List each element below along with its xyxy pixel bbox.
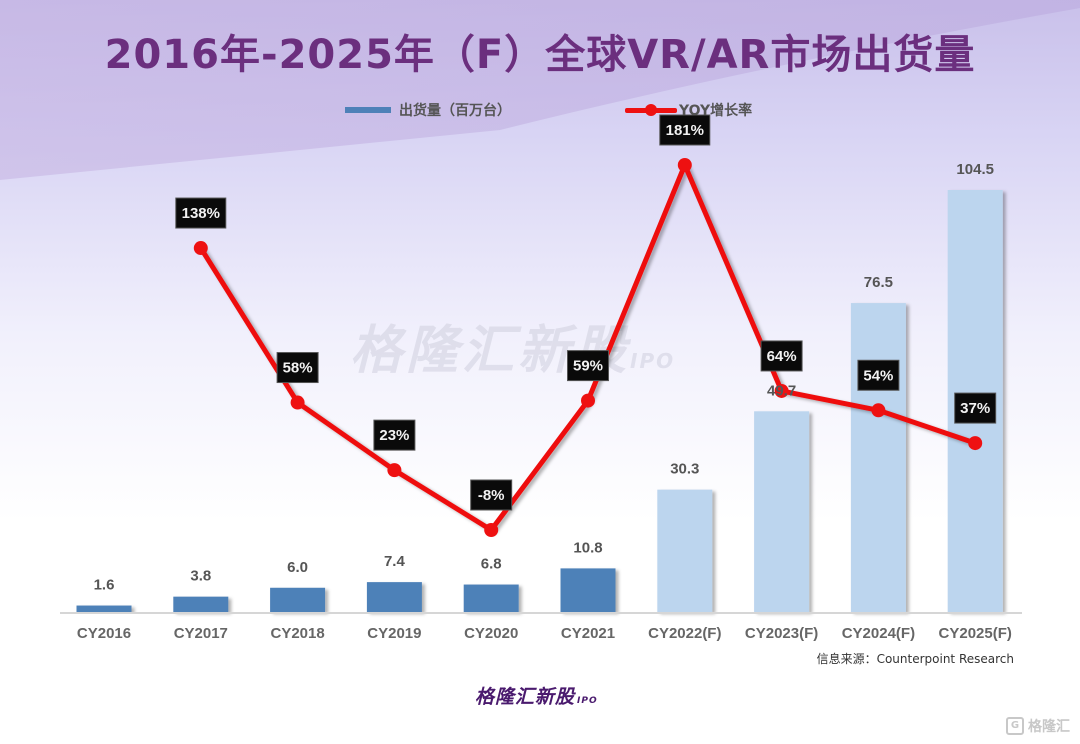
bar-CY2022(F) (657, 489, 713, 612)
x-tick-label: CY2016 (77, 625, 131, 642)
bar-value-label: 30.3 (670, 461, 699, 478)
yoy-label: 54% (857, 359, 900, 391)
yoy-point-CY2022(F) (677, 158, 692, 172)
yoy-label-box (470, 479, 513, 511)
x-tick-label: CY2020 (464, 625, 518, 642)
legend-label-shipments: 出货量（百万台） (399, 103, 511, 119)
bar-value-label: 76.5 (864, 274, 893, 291)
x-tick-label: CY2023(F) (745, 625, 818, 642)
bar-CY2019 (366, 582, 422, 612)
yoy-point-CY2019 (387, 463, 402, 478)
x-tick-label: CY2018 (270, 625, 324, 642)
yoy-label-box (175, 197, 227, 229)
bar-value-label: 7.4 (384, 553, 406, 570)
yoy-label: 23% (373, 419, 416, 451)
yoy-label: 58% (276, 352, 319, 384)
yoy-label: 64% (760, 340, 803, 372)
bar-CY2021 (560, 568, 616, 612)
yoy-label-text: 23% (379, 427, 409, 444)
yoy-label: -8% (470, 479, 513, 511)
brand-logo: 格隆汇新股 IPO (475, 686, 598, 708)
yoy-label-box (857, 359, 900, 391)
yoy-point-CY2021 (581, 393, 595, 408)
logo-g-icon: G (1006, 717, 1024, 735)
yoy-label-box (567, 350, 609, 382)
bar-value-label: 104.5 (956, 161, 994, 178)
x-tick-label: CY2019 (367, 625, 421, 642)
yoy-label-box (276, 352, 319, 384)
corner-logo: G 格隆汇 (1006, 716, 1070, 736)
bar-value-label: 49.7 (767, 382, 796, 399)
x-tick-label: CY2024(F) (842, 625, 915, 642)
yoy-label-text: 58% (283, 360, 313, 377)
chart-title: 2016年-2025年（F）全球VR/AR市场出货量 (104, 32, 976, 78)
bar-value-label: 10.8 (573, 539, 602, 556)
bar-value-label: 3.8 (190, 568, 211, 585)
bar-CY2024(F) (850, 303, 906, 612)
x-tick-label: CY2021 (561, 625, 615, 642)
x-tick-label: CY2022(F) (648, 625, 721, 642)
bar-CY2018 (270, 587, 326, 612)
yoy-label: 138% (175, 197, 227, 229)
yoy-point-CY2023(F) (774, 383, 789, 398)
yoy-label-box (954, 392, 997, 424)
yoy-point-CY2020 (484, 523, 499, 537)
yoy-label-text: 59% (573, 358, 603, 375)
yoy-label-text: 54% (863, 367, 893, 384)
bar-value-label: 1.6 (94, 577, 115, 594)
yoy-point-CY2018 (290, 395, 305, 410)
source-note: 信息来源：Counterpoint Research (816, 652, 1014, 666)
bar-value-label: 6.0 (287, 559, 308, 576)
yoy-point-CY2025(F) (968, 436, 983, 451)
yoy-label-box (760, 340, 803, 372)
legend-line-swatch (625, 101, 677, 119)
yoy-label-text: 181% (666, 122, 704, 139)
yoy-point-CY2017 (193, 241, 208, 256)
yoy-point-CY2024(F) (871, 403, 886, 418)
x-tick-label: CY2025(F) (939, 625, 1012, 642)
legend-item-shipments: 出货量（百万台） (345, 100, 511, 120)
yoy-label: 59% (567, 350, 609, 382)
yoy-label-text: 138% (182, 205, 220, 222)
yoy-label-text: -8% (478, 487, 505, 504)
bar-CY2017 (173, 596, 229, 612)
bar-CY2023(F) (754, 411, 810, 612)
x-tick-label: CY2017 (174, 625, 228, 642)
bar-value-label: 6.8 (481, 556, 502, 573)
bar-CY2016 (76, 605, 132, 612)
bar-CY2020 (463, 584, 519, 612)
yoy-label-box (373, 419, 416, 451)
yoy-label-text: 64% (767, 348, 797, 365)
yoy-label: 181% (659, 114, 711, 146)
yoy-label-box (659, 114, 711, 146)
yoy-label: 37% (954, 392, 997, 424)
yoy-label-text: 37% (960, 400, 990, 417)
legend-bar-swatch (345, 107, 391, 113)
